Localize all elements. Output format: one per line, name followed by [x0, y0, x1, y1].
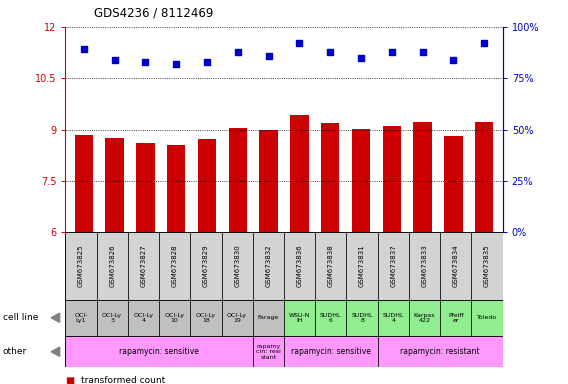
Bar	[159, 232, 190, 300]
Text: OCI-
Ly1: OCI- Ly1	[74, 313, 87, 323]
Text: WSU-N
IH: WSU-N IH	[289, 313, 310, 323]
Point	[202, 59, 211, 65]
Text: GSM673830: GSM673830	[234, 245, 240, 287]
Text: GDS4236 / 8112469: GDS4236 / 8112469	[94, 6, 213, 19]
Bar	[346, 300, 378, 336]
Bar	[167, 145, 185, 232]
Bar	[284, 300, 315, 336]
Point	[325, 48, 335, 55]
Text: other: other	[3, 347, 27, 356]
Bar	[65, 300, 97, 336]
Text: SUDHL
4: SUDHL 4	[383, 313, 404, 323]
Text: ■: ■	[65, 376, 74, 384]
Text: Toledo: Toledo	[477, 315, 497, 320]
Bar	[97, 300, 128, 336]
Text: GSM673834: GSM673834	[453, 245, 459, 287]
Text: GSM673826: GSM673826	[109, 245, 115, 287]
Text: SUDHL
6: SUDHL 6	[320, 313, 341, 323]
Point	[264, 53, 273, 59]
Bar	[409, 300, 440, 336]
Bar	[440, 232, 471, 300]
Text: OCI-Ly
4: OCI-Ly 4	[133, 313, 153, 323]
Bar	[128, 300, 159, 336]
Bar	[228, 128, 247, 232]
Point	[387, 48, 396, 55]
Bar	[378, 336, 503, 367]
Text: rapamycin: resistant: rapamycin: resistant	[400, 347, 480, 356]
Bar	[378, 300, 409, 336]
Bar	[198, 139, 216, 232]
Text: OCI-Ly
18: OCI-Ly 18	[196, 313, 216, 323]
Bar	[471, 300, 503, 336]
Bar	[290, 115, 308, 232]
Point	[449, 57, 458, 63]
Bar	[378, 232, 409, 300]
Bar	[444, 136, 463, 232]
Bar	[65, 336, 253, 367]
Text: rapamy
cin: resi
stant: rapamy cin: resi stant	[256, 344, 281, 360]
Bar	[222, 300, 253, 336]
Bar	[159, 300, 190, 336]
Bar	[284, 336, 378, 367]
Text: GSM673838: GSM673838	[328, 245, 334, 287]
Bar	[136, 142, 154, 232]
Bar	[315, 232, 346, 300]
Text: OCI-Ly
10: OCI-Ly 10	[165, 313, 185, 323]
Bar	[74, 135, 93, 232]
Bar	[190, 300, 222, 336]
Text: GSM673828: GSM673828	[172, 245, 178, 287]
Text: rapamycin: sensitive: rapamycin: sensitive	[119, 347, 199, 356]
Bar	[222, 232, 253, 300]
Bar	[414, 122, 432, 232]
Text: GSM673833: GSM673833	[421, 245, 428, 287]
Bar	[97, 232, 128, 300]
Text: OCI-Ly
19: OCI-Ly 19	[227, 313, 247, 323]
Text: GSM673836: GSM673836	[296, 245, 303, 287]
Point	[357, 55, 366, 61]
Bar	[315, 300, 346, 336]
Text: Farage: Farage	[258, 315, 279, 320]
Bar	[321, 123, 340, 232]
Point	[233, 48, 243, 55]
Point	[141, 59, 150, 65]
Text: GSM673827: GSM673827	[140, 245, 147, 287]
Bar	[475, 122, 494, 232]
Text: Pfeiff
er: Pfeiff er	[448, 313, 463, 323]
Text: cell line: cell line	[3, 313, 38, 322]
Bar	[260, 130, 278, 232]
Text: GSM673829: GSM673829	[203, 245, 209, 287]
Bar	[253, 232, 284, 300]
Bar	[440, 300, 471, 336]
Point	[80, 46, 89, 53]
Bar	[65, 232, 97, 300]
Point	[418, 48, 427, 55]
Bar	[352, 129, 370, 232]
Text: GSM673835: GSM673835	[484, 245, 490, 287]
Bar	[471, 232, 503, 300]
Text: SUDHL
8: SUDHL 8	[352, 313, 373, 323]
Bar	[409, 232, 440, 300]
Point	[295, 40, 304, 46]
Bar	[383, 126, 401, 232]
Text: transformed count: transformed count	[81, 376, 165, 384]
Text: Karpas
422: Karpas 422	[414, 313, 436, 323]
Point	[172, 61, 181, 67]
Text: OCI-Ly
3: OCI-Ly 3	[102, 313, 122, 323]
Bar	[253, 336, 284, 367]
Text: GSM673837: GSM673837	[390, 245, 396, 287]
Text: GSM673831: GSM673831	[359, 245, 365, 287]
Point	[479, 40, 488, 46]
Text: GSM673825: GSM673825	[78, 245, 84, 287]
Bar	[190, 232, 222, 300]
Bar	[105, 138, 124, 232]
Bar	[284, 232, 315, 300]
Bar	[253, 300, 284, 336]
Bar	[128, 232, 159, 300]
Bar	[346, 232, 378, 300]
Text: GSM673832: GSM673832	[265, 245, 272, 287]
Text: rapamycin: sensitive: rapamycin: sensitive	[291, 347, 371, 356]
Point	[110, 57, 119, 63]
